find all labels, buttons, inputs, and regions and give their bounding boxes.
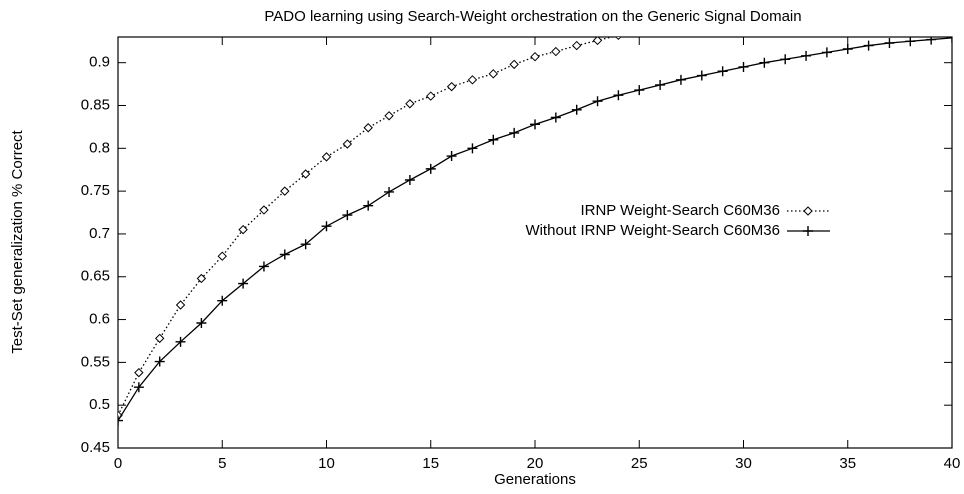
point [467, 75, 478, 85]
point [196, 273, 207, 284]
point [321, 221, 332, 232]
point [279, 249, 290, 260]
point [696, 70, 707, 81]
y-axis-label: Test-Set generalization % Correct [9, 129, 26, 353]
y-tick-label: 0.55 [81, 353, 110, 370]
point [509, 59, 519, 70]
point [217, 295, 228, 306]
point [426, 91, 436, 101]
legend-label: Without IRNP Weight-Search C60M36 [525, 222, 780, 239]
point [571, 104, 582, 115]
point [258, 261, 269, 272]
y-tick-label: 0.75 [81, 182, 110, 199]
point [550, 112, 561, 123]
point [154, 333, 165, 344]
point [780, 54, 791, 65]
point [488, 134, 499, 145]
y-tick-label: 0.5 [89, 396, 110, 413]
point [863, 40, 874, 51]
point [842, 43, 853, 54]
y-tick-label: 0.85 [81, 96, 110, 113]
point [363, 200, 374, 211]
legend-marker [803, 226, 813, 236]
point [738, 61, 749, 72]
x-tick-label: 0 [114, 455, 122, 472]
x-tick-label: 40 [944, 455, 961, 472]
x-tick-label: 15 [422, 455, 439, 472]
point [238, 224, 248, 235]
x-tick-label: 5 [218, 455, 226, 472]
point [405, 99, 415, 109]
point [571, 40, 582, 51]
point [446, 81, 457, 92]
point [300, 239, 311, 250]
point [342, 210, 353, 221]
y-tick-label: 0.45 [81, 439, 110, 456]
point [154, 356, 165, 367]
point [801, 50, 812, 61]
point [509, 127, 520, 138]
y-tick-label: 0.65 [81, 268, 110, 285]
point [446, 151, 457, 162]
point [404, 174, 415, 185]
point [530, 51, 540, 62]
point [530, 119, 540, 130]
point [613, 90, 624, 101]
point [615, 37, 622, 40]
point [884, 37, 895, 48]
point [259, 205, 269, 215]
y-tick-label: 0.7 [89, 225, 110, 242]
point [118, 410, 123, 421]
point [321, 152, 332, 162]
point [947, 37, 952, 43]
x-tick-label: 25 [631, 455, 648, 472]
point [592, 96, 603, 107]
legend-label: IRNP Weight-Search C60M36 [580, 202, 780, 219]
point [926, 37, 937, 45]
chart-title: PADO learning using Search-Weight orches… [264, 8, 801, 25]
point [384, 111, 394, 121]
y-tick-label: 0.8 [89, 139, 110, 156]
point [118, 415, 123, 426]
point [134, 367, 144, 378]
point [342, 139, 353, 149]
point [238, 278, 249, 289]
point [300, 169, 311, 179]
point [488, 69, 499, 79]
point [655, 79, 666, 90]
point [634, 85, 645, 96]
legend-marker [803, 206, 813, 216]
point [217, 251, 227, 261]
point [905, 37, 916, 47]
x-tick-label: 10 [318, 455, 335, 472]
plot-frame [117, 36, 953, 449]
y-tick-label: 0.9 [89, 54, 110, 71]
point [551, 46, 561, 57]
point [363, 123, 373, 133]
point [759, 57, 770, 68]
point [133, 382, 144, 393]
point [467, 143, 478, 154]
x-tick-label: 30 [735, 455, 752, 472]
plot-area [118, 37, 952, 426]
point [175, 300, 186, 310]
point [280, 186, 290, 196]
y-tick-label: 0.6 [89, 311, 110, 328]
point [717, 66, 728, 77]
x-tick-label: 20 [527, 455, 544, 472]
point [175, 336, 186, 347]
point [384, 186, 395, 197]
point [675, 74, 686, 85]
x-tick-label: 35 [839, 455, 856, 472]
point [592, 37, 603, 46]
point [196, 317, 207, 328]
point [425, 163, 436, 174]
x-axis-label: Generations [494, 471, 576, 488]
point [821, 47, 832, 58]
